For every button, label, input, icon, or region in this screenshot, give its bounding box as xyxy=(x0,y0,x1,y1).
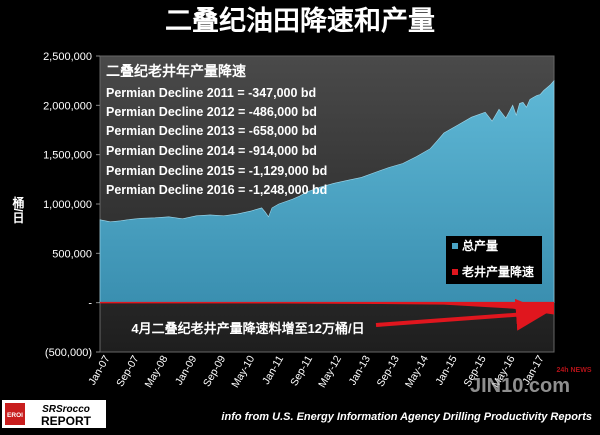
y-tick-label: 1,500,000 xyxy=(43,150,92,162)
x-tick-label: Sep-13 xyxy=(375,353,402,388)
annotation-line: Permian Decline 2016 = -1,248,000 bd xyxy=(106,183,327,197)
legend: 总产量 老井产量降速 xyxy=(446,236,542,284)
x-tick-label: Sep-09 xyxy=(201,353,228,388)
production-series xyxy=(99,79,555,303)
x-tick-label: May-10 xyxy=(229,353,257,389)
logo-badge: EROI xyxy=(7,412,23,419)
x-tick-label: Jan-15 xyxy=(433,353,460,387)
legend-item-decline: 老井产量降速 xyxy=(462,264,534,279)
annotation-line: Permian Decline 2014 = -914,000 bd xyxy=(106,144,317,158)
x-tick-label: May-08 xyxy=(143,353,171,389)
arrow xyxy=(375,298,548,331)
y-tick-label: 1,000,000 xyxy=(43,199,92,211)
y-tick-label: 2,500,000 xyxy=(43,51,92,63)
decline-series xyxy=(100,301,554,315)
chart-title: 二叠纪油田降速和产量 xyxy=(165,5,435,36)
production-area xyxy=(99,79,555,303)
logo-top: SRSrocco xyxy=(42,404,90,415)
watermark-tag: 24h NEWS xyxy=(556,367,591,374)
legend-swatch xyxy=(452,243,458,249)
logo-bottom: REPORT xyxy=(41,414,92,428)
y-tick-label: 500,000 xyxy=(52,248,92,260)
annotation-line: Permian Decline 2013 = -658,000 bd xyxy=(106,124,317,138)
annotation-line: Permian Decline 2011 = -347,000 bd xyxy=(106,86,316,100)
decline-area xyxy=(100,302,554,315)
x-tick-label: Jan-09 xyxy=(173,353,200,387)
logo-badge-bg xyxy=(5,403,25,425)
x-tick-label: Sep-11 xyxy=(288,353,315,388)
x-tick-label: Jan-13 xyxy=(347,353,374,387)
arrow-annotation-text: 4月二叠纪老井产量降速料增至12万桶/日 xyxy=(131,321,364,336)
y-axis: 2,500,000 2,000,000 1,500,000 1,000,000 500,… xyxy=(43,51,100,359)
legend-item-production: 总产量 xyxy=(462,238,498,253)
y-tick-label: (500,000) xyxy=(45,347,92,359)
x-tick-label: May-14 xyxy=(403,353,431,389)
x-tick-label: May-12 xyxy=(316,353,344,389)
annotation-box: 二叠纪老井年产量降速 Permian Decline 2011 = -347,0… xyxy=(106,63,327,197)
watermark: JIN10.com xyxy=(470,375,570,397)
x-tick-label: Sep-07 xyxy=(114,353,141,388)
arrow-annotation: 4月二叠纪老井产量降速料增至12万桶/日 xyxy=(131,298,548,336)
legend-box xyxy=(446,236,542,284)
y-axis-label: 桶/日 xyxy=(11,195,25,224)
y-tick-label: - xyxy=(88,298,92,310)
annotation-title: 二叠纪老井年产量降速 xyxy=(106,63,246,79)
annotation-line: Permian Decline 2015 = -1,129,000 bd xyxy=(106,164,327,178)
source-note: info from U.S. Energy Information Agency… xyxy=(221,411,592,423)
y-tick-label: 2,000,000 xyxy=(43,100,92,112)
x-tick-label: Jan-11 xyxy=(260,353,286,386)
legend-swatch xyxy=(452,269,458,275)
annotation-line: Permian Decline 2012 = -486,000 bd xyxy=(106,105,317,119)
footer: EROI SRSrocco REPORT info from U.S. Ener… xyxy=(2,367,592,428)
